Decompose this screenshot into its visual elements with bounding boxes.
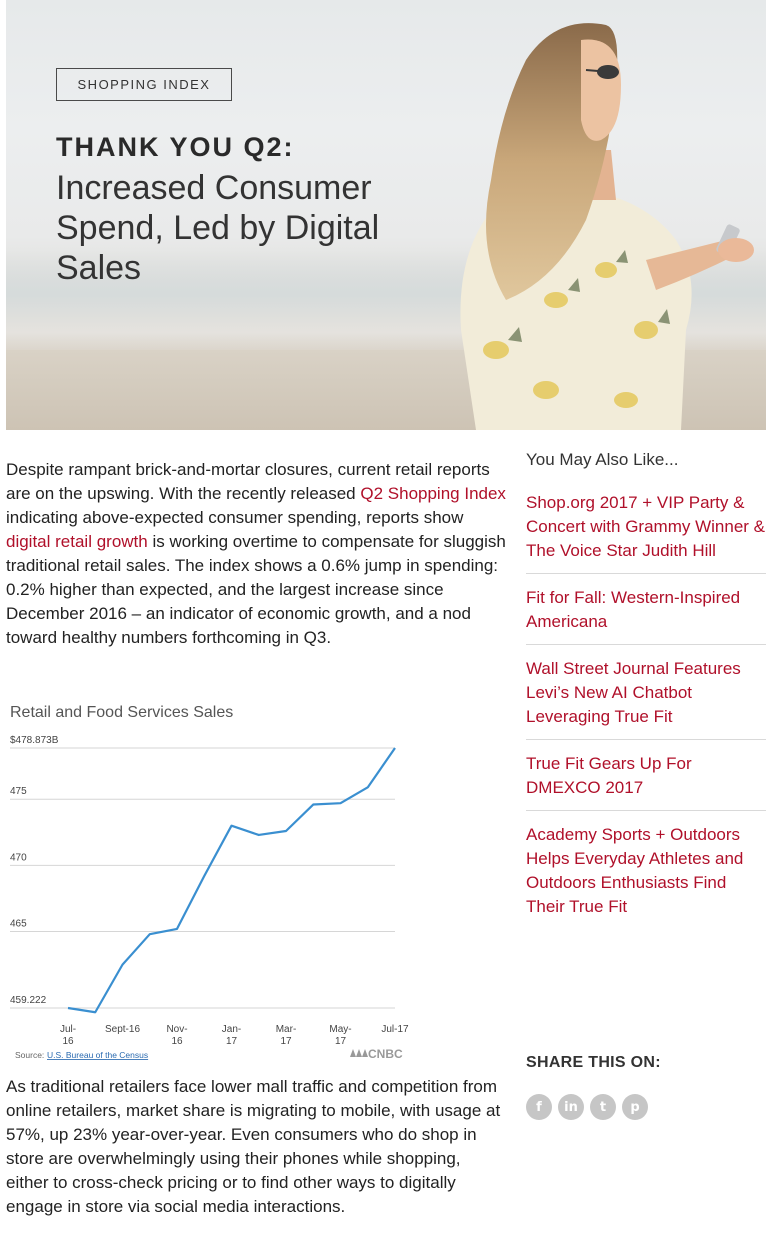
x-tick-label: Jul-17 bbox=[381, 1024, 409, 1035]
x-tick-label: 17 bbox=[280, 1036, 292, 1047]
paragraph-text: Despite rampant brick-and-mortar closure… bbox=[6, 460, 490, 503]
facebook-icon[interactable]: f bbox=[526, 1094, 552, 1120]
x-tick-label: Jan- bbox=[222, 1024, 241, 1035]
sidebar-title: You May Also Like... bbox=[526, 450, 679, 469]
hero-title-bold: THANK YOU Q2: bbox=[56, 132, 295, 162]
article-paragraph-2: As traditional retailers face lower mall… bbox=[6, 1077, 501, 1216]
hero-title-light: Increased Consumer Spend, Led by Digital… bbox=[56, 169, 380, 287]
x-tick-label: 16 bbox=[171, 1036, 183, 1047]
x-tick-label: Nov- bbox=[166, 1024, 187, 1035]
y-tick-label: 465 bbox=[10, 919, 27, 930]
share-icons: f in t p bbox=[526, 1094, 648, 1120]
chart-source: Source: bbox=[15, 1050, 44, 1060]
related-article-link[interactable]: Fit for Fall: Western-Inspired Americana bbox=[526, 586, 766, 645]
sidebar: You May Also Like... Shop.org 2017 + VIP… bbox=[526, 450, 766, 941]
article-intro: Despite rampant brick-and-mortar closure… bbox=[6, 458, 506, 650]
related-article-link[interactable]: Wall Street Journal Features Levi’s New … bbox=[526, 657, 766, 740]
y-tick-label: 475 bbox=[10, 786, 27, 797]
peacock-icon bbox=[350, 1049, 368, 1057]
x-tick-label: 17 bbox=[335, 1036, 347, 1047]
cnbc-logo: CNBC bbox=[350, 1047, 403, 1061]
x-tick-label: May- bbox=[329, 1024, 351, 1035]
series-line bbox=[67, 747, 396, 1014]
x-tick-label: 16 bbox=[62, 1036, 74, 1047]
x-tick-label: Jul- bbox=[60, 1024, 76, 1035]
paragraph-text: is working overtime to compensate for sl… bbox=[6, 532, 506, 647]
q2-shopping-index-link[interactable]: Q2 Shopping Index bbox=[360, 484, 506, 503]
share-title: SHARE THIS ON: bbox=[526, 1054, 661, 1071]
shopping-index-badge: SHOPPING INDEX bbox=[56, 68, 232, 101]
chart-source-link[interactable]: U.S. Bureau of the Census bbox=[47, 1050, 148, 1060]
hero-person-illustration bbox=[460, 23, 754, 430]
related-article-link[interactable]: True Fit Gears Up For DMEXCO 2017 bbox=[526, 752, 766, 811]
y-tick-label: 459.222 bbox=[10, 995, 47, 1006]
related-article-link[interactable]: Academy Sports + Outdoors Helps Everyday… bbox=[526, 825, 744, 916]
related-article-link[interactable]: Shop.org 2017 + VIP Party & Concert with… bbox=[526, 491, 766, 574]
x-tick-label: Mar- bbox=[276, 1024, 297, 1035]
chart-title: Retail and Food Services Sales bbox=[10, 704, 234, 721]
y-tick-label: $478.873B bbox=[10, 735, 59, 746]
article-body: As traditional retailers face lower mall… bbox=[6, 1075, 506, 1219]
twitter-icon[interactable]: t bbox=[590, 1094, 616, 1120]
digital-retail-growth-link[interactable]: digital retail growth bbox=[6, 532, 148, 551]
x-tick-label: Sept-16 bbox=[105, 1024, 140, 1035]
y-tick-label: 470 bbox=[10, 852, 27, 863]
paragraph-text: indicating above-expected consumer spend… bbox=[6, 508, 464, 527]
linkedin-icon[interactable]: in bbox=[558, 1094, 584, 1120]
article-paragraph-1: Despite rampant brick-and-mortar closure… bbox=[6, 458, 506, 650]
x-tick-label: 17 bbox=[226, 1036, 238, 1047]
hero-banner: SHOPPING INDEX THANK YOU Q2: Increased C… bbox=[6, 0, 766, 430]
pinterest-icon[interactable]: p bbox=[622, 1094, 648, 1120]
brand-label: CNBC bbox=[368, 1047, 403, 1061]
